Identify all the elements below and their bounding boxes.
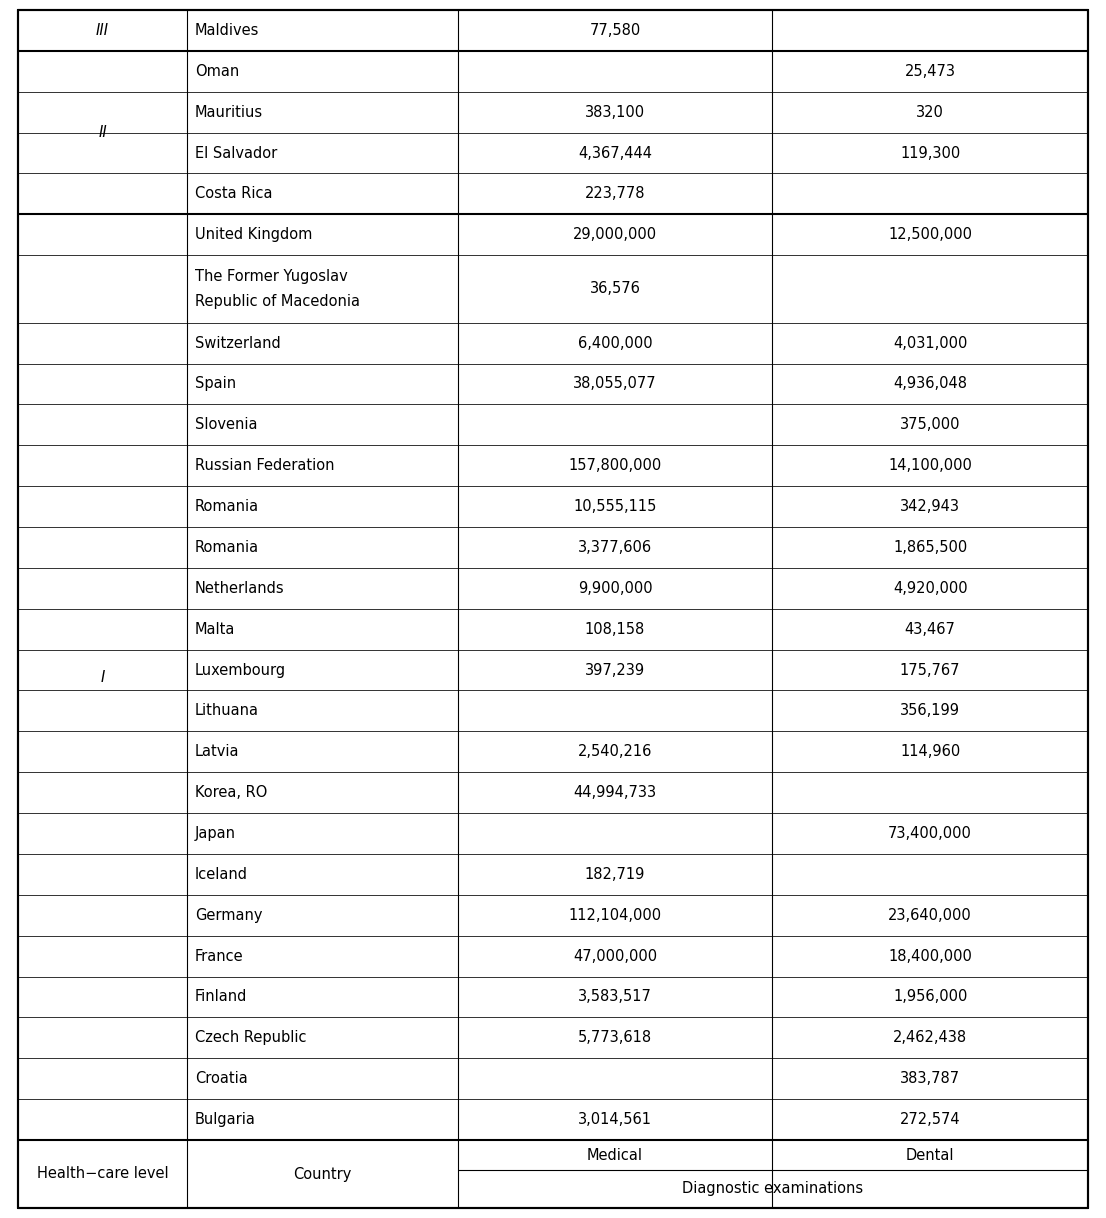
Text: Costa Rica: Costa Rica [195,186,272,201]
Text: 114,960: 114,960 [900,744,960,759]
Text: Switzerland: Switzerland [195,336,281,351]
Text: 320: 320 [916,105,945,119]
Text: 44,994,733: 44,994,733 [574,786,657,800]
Text: Japan: Japan [195,826,236,840]
Text: I: I [101,670,105,685]
Text: 77,580: 77,580 [589,23,640,38]
Text: 223,778: 223,778 [585,186,645,201]
Text: 1,865,500: 1,865,500 [893,540,968,555]
Text: Oman: Oman [195,63,239,79]
Text: Lithuana: Lithuana [195,703,259,719]
Text: Finland: Finland [195,989,248,1005]
Text: Germany: Germany [195,907,262,923]
Text: 383,787: 383,787 [900,1071,960,1086]
Text: II: II [98,125,107,140]
Text: 29,000,000: 29,000,000 [573,228,657,242]
Text: Spain: Spain [195,376,237,391]
Text: Health−care level: Health−care level [36,1167,168,1181]
Text: 108,158: 108,158 [585,621,645,637]
Text: 38,055,077: 38,055,077 [573,376,657,391]
Text: Republic of Macedonia: Republic of Macedonia [195,294,361,308]
Text: Diagnostic examinations: Diagnostic examinations [682,1181,864,1196]
Text: France: France [195,949,243,963]
Text: Latvia: Latvia [195,744,240,759]
Text: 10,555,115: 10,555,115 [573,499,657,514]
Text: Croatia: Croatia [195,1071,248,1086]
Text: 356,199: 356,199 [900,703,960,719]
Text: 383,100: 383,100 [585,105,645,119]
Text: 112,104,000: 112,104,000 [568,907,661,923]
Text: 4,367,444: 4,367,444 [578,145,653,161]
Text: 12,500,000: 12,500,000 [888,228,972,242]
Text: 375,000: 375,000 [900,418,960,432]
Text: Medical: Medical [587,1147,643,1162]
Text: 119,300: 119,300 [900,145,960,161]
Text: 36,576: 36,576 [589,281,640,296]
Text: Maldives: Maldives [195,23,260,38]
Text: Romania: Romania [195,540,259,555]
Text: 43,467: 43,467 [905,621,956,637]
Text: 18,400,000: 18,400,000 [888,949,972,963]
Text: 175,767: 175,767 [900,663,960,677]
Text: Bulgaria: Bulgaria [195,1112,255,1127]
Text: 2,462,438: 2,462,438 [894,1030,968,1045]
Text: 4,031,000: 4,031,000 [893,336,968,351]
Text: 182,719: 182,719 [585,867,645,882]
Text: Dental: Dental [906,1147,954,1162]
Text: Romania: Romania [195,499,259,514]
Text: 2,540,216: 2,540,216 [577,744,653,759]
Text: Czech Republic: Czech Republic [195,1030,306,1045]
Text: 23,640,000: 23,640,000 [888,907,972,923]
Text: 14,100,000: 14,100,000 [888,458,972,473]
Text: 3,583,517: 3,583,517 [578,989,653,1005]
Text: The Former Yugoslav: The Former Yugoslav [195,269,347,284]
Text: 397,239: 397,239 [585,663,645,677]
Text: Mauritius: Mauritius [195,105,263,119]
Text: Russian Federation: Russian Federation [195,458,334,473]
Text: 1,956,000: 1,956,000 [893,989,968,1005]
Text: 3,377,606: 3,377,606 [578,540,653,555]
Text: 73,400,000: 73,400,000 [888,826,972,840]
Text: Malta: Malta [195,621,236,637]
Text: 342,943: 342,943 [900,499,960,514]
Text: Luxembourg: Luxembourg [195,663,286,677]
Text: 4,920,000: 4,920,000 [893,581,968,596]
Text: 4,936,048: 4,936,048 [894,376,967,391]
Text: III: III [96,23,109,38]
Text: United Kingdom: United Kingdom [195,228,312,242]
Text: 47,000,000: 47,000,000 [573,949,657,963]
Text: El Salvador: El Salvador [195,145,278,161]
Text: Country: Country [293,1167,352,1181]
Text: 3,014,561: 3,014,561 [578,1112,653,1127]
Text: Netherlands: Netherlands [195,581,284,596]
Text: 157,800,000: 157,800,000 [568,458,661,473]
Text: 9,900,000: 9,900,000 [577,581,653,596]
Text: 5,773,618: 5,773,618 [578,1030,653,1045]
Text: Korea, RO: Korea, RO [195,786,268,800]
Text: Slovenia: Slovenia [195,418,258,432]
Text: 6,400,000: 6,400,000 [577,336,653,351]
Text: 272,574: 272,574 [900,1112,960,1127]
Text: Iceland: Iceland [195,867,248,882]
Text: 25,473: 25,473 [905,63,956,79]
